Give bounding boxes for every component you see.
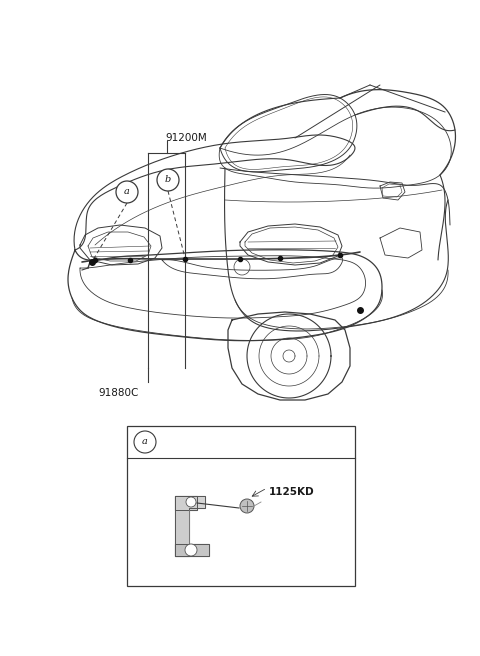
- Text: a: a: [124, 188, 130, 197]
- Text: 1125KD: 1125KD: [269, 487, 314, 497]
- Bar: [127, 426, 355, 586]
- Text: a: a: [142, 438, 148, 447]
- Circle shape: [134, 431, 156, 453]
- Polygon shape: [175, 496, 197, 556]
- Circle shape: [240, 499, 254, 513]
- Circle shape: [157, 169, 179, 191]
- Text: b: b: [165, 176, 171, 184]
- Polygon shape: [175, 496, 205, 510]
- Circle shape: [185, 544, 197, 556]
- Text: 91880C: 91880C: [98, 388, 138, 398]
- Circle shape: [186, 497, 196, 507]
- Circle shape: [116, 181, 138, 203]
- Polygon shape: [175, 544, 209, 556]
- Text: 91200M: 91200M: [165, 133, 207, 143]
